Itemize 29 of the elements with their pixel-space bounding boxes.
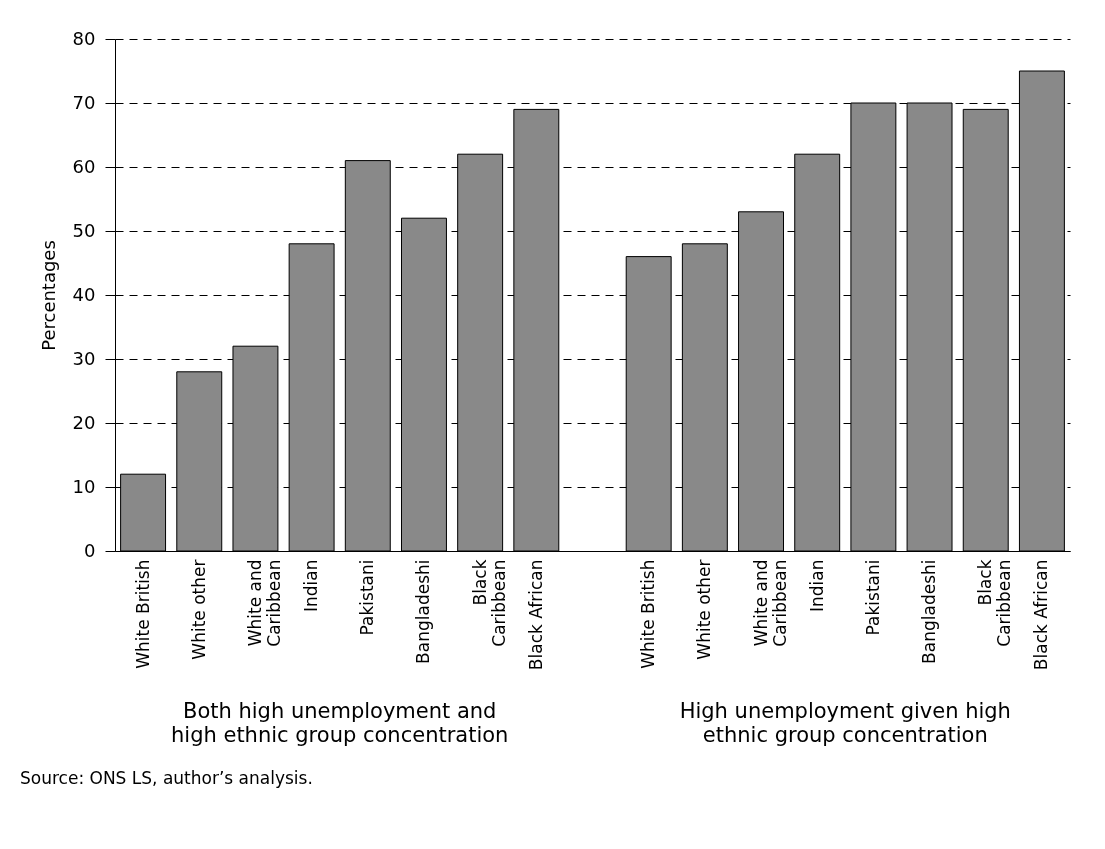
x-tick-label: White British <box>638 559 659 669</box>
x-tick-label: Indian <box>301 559 322 612</box>
y-tick-label: 0 <box>84 539 96 561</box>
x-tick-label: White and Caribbean <box>244 559 284 647</box>
x-tick-label: Pakistani <box>357 559 378 636</box>
x-tick-label: Indian <box>806 559 827 612</box>
y-tick-label: 30 <box>72 347 96 369</box>
x-tick-label: White and Caribbean <box>750 559 790 647</box>
x-tick-label: Black Caribbean <box>975 559 1015 647</box>
x-tick-label: White other <box>694 559 715 660</box>
x-tick-label: White British <box>132 559 153 669</box>
y-tick-label: 40 <box>72 283 96 305</box>
x-tick-label: Bangladeshi <box>413 559 434 664</box>
y-tick-label: 10 <box>72 475 96 497</box>
text: High unemployment given high ethnic group concentration <box>679 699 1011 747</box>
y-tick-label: 80 <box>72 27 96 49</box>
y-tick-label: 70 <box>72 91 96 113</box>
x-tick-label: Black Caribbean <box>469 559 509 647</box>
x-tick-label: Black African <box>1031 559 1052 671</box>
y-tick-label: 50 <box>72 219 96 241</box>
x-tick-label: Pakistani <box>862 559 883 636</box>
x-tick-label: Bangladeshi <box>919 559 940 664</box>
y-axis-title: Percentages <box>37 240 59 351</box>
text: Both high unemployment and high ethnic group concentration <box>171 699 509 747</box>
source-note: Source: ONS LS, author’s analysis. <box>20 768 313 788</box>
y-tick-label: 60 <box>72 155 96 177</box>
y-tick-label: 20 <box>72 411 96 433</box>
x-tick-label: Black African <box>525 559 546 671</box>
x-tick-label: White other <box>188 559 209 660</box>
